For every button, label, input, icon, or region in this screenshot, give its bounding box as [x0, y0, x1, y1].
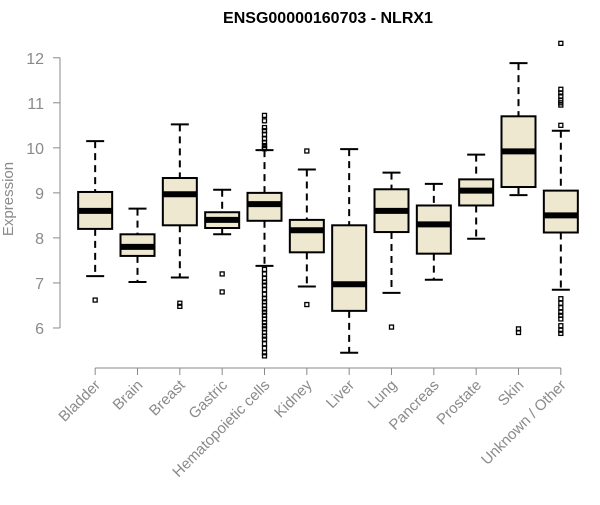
outlier-point: [558, 93, 564, 99]
x-category-label: Prostate: [433, 377, 485, 429]
outlier-point: [261, 124, 268, 131]
outlier-point: [92, 297, 98, 303]
outlier-point: [261, 287, 268, 293]
y-tick-label: 10: [26, 141, 44, 158]
outlier-point: [261, 296, 268, 302]
outlier-point: [304, 301, 310, 308]
box-bladder: [77, 140, 114, 303]
box-pancreas: [415, 182, 452, 281]
box-hematopoietic-cells: [246, 112, 283, 359]
outlier-point: [261, 306, 268, 312]
outlier-point: [558, 309, 564, 315]
x-category-label: Lung: [365, 377, 401, 413]
outlier-point: [219, 271, 225, 277]
outlier-point: [558, 300, 564, 306]
outlier-point: [558, 122, 564, 128]
outlier-point: [388, 324, 395, 330]
outlier-point: [261, 291, 268, 297]
y-axis-title: Expression: [0, 162, 17, 236]
y-tick-label: 12: [26, 51, 44, 68]
outlier-point: [261, 350, 268, 356]
y-axis: 6 7 8 9 10 11 12: [26, 51, 61, 338]
box-unknown-other: [542, 40, 579, 337]
outlier-point: [558, 327, 564, 333]
outlier-point: [261, 131, 268, 137]
chart-title: ENSG00000160703 - NLRX1: [223, 10, 433, 27]
x-category-label: Brain: [110, 377, 147, 414]
outlier-point: [261, 118, 268, 124]
box-liver: [331, 148, 368, 354]
box-brain: [119, 207, 156, 284]
y-tick-label: 11: [27, 96, 44, 113]
outlier-point: [558, 296, 564, 302]
outlier-point: [177, 300, 183, 306]
y-tick-label: 8: [35, 231, 44, 248]
iqr-box: [288, 218, 325, 254]
outlier-point: [261, 336, 268, 342]
box-gastric: [204, 188, 241, 295]
outlier-point: [219, 289, 225, 295]
outlier-point: [304, 148, 310, 154]
outlier-point: [558, 305, 564, 311]
box-skin: [500, 62, 537, 336]
outlier-point: [261, 146, 268, 152]
outlier-point: [558, 90, 564, 96]
outlier-point: [558, 323, 564, 329]
box-kidney: [288, 148, 325, 308]
outlier-point: [261, 139, 268, 146]
y-tick-label: 7: [35, 276, 44, 293]
outlier-point: [261, 282, 268, 288]
outlier-point: [261, 319, 268, 326]
x-category-label: Breast: [146, 376, 189, 419]
iqr-box: [161, 177, 198, 227]
outlier-point: [558, 330, 564, 337]
outlier-point: [558, 102, 564, 108]
outlier-point: [558, 40, 564, 47]
outlier-point: [261, 266, 268, 273]
y-tick-label: 6: [35, 321, 44, 338]
outlier-point: [261, 309, 268, 315]
x-category-label: Skin: [495, 377, 528, 410]
outlier-point: [261, 341, 268, 347]
outlier-point: [261, 353, 268, 359]
outlier-point: [261, 279, 268, 285]
outlier-point: [261, 333, 268, 339]
box-prostate: [458, 153, 495, 240]
outlier-point: [261, 112, 268, 119]
box-lung: [373, 171, 410, 330]
x-category-label: Bladder: [55, 377, 104, 426]
outlier-point: [261, 323, 268, 329]
box-series: [77, 40, 579, 359]
iqr-box: [331, 224, 368, 312]
iqr-box: [415, 204, 452, 255]
outlier-point: [261, 271, 268, 277]
outlier-point: [177, 303, 183, 310]
iqr-box: [542, 189, 579, 234]
outlier-point: [515, 329, 522, 336]
x-category-label: Kidney: [271, 376, 316, 421]
outlier-point: [261, 345, 268, 351]
outlier-point: [558, 316, 564, 322]
box-breast: [161, 123, 198, 310]
x-category-label: Liver: [323, 377, 358, 412]
y-tick-label: 9: [35, 186, 44, 203]
